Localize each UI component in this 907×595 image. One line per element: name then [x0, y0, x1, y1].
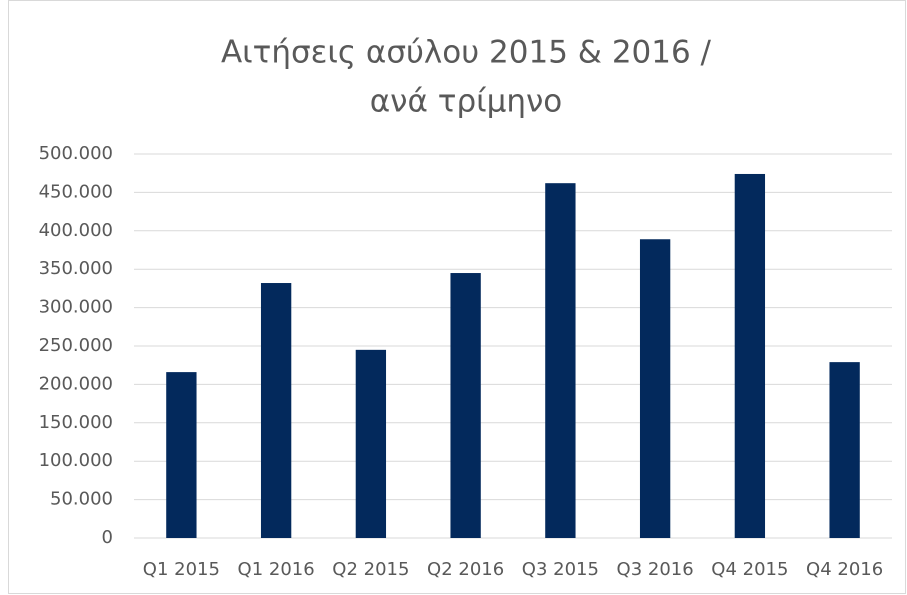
bar — [829, 362, 860, 538]
x-tick-label: Q1 2015 — [143, 559, 220, 580]
y-tick-label: 0 — [102, 527, 113, 548]
bar — [166, 372, 197, 538]
y-tick-label: 200.000 — [39, 373, 113, 394]
chart-title: Αιτήσεις ασύλου 2015 & 2016 / — [221, 35, 712, 71]
y-tick-label: 350.000 — [39, 258, 113, 279]
x-tick-label: Q4 2016 — [806, 559, 883, 580]
y-tick-label: 50.000 — [50, 489, 113, 510]
y-tick-label: 500.000 — [39, 143, 113, 164]
y-tick-label: 400.000 — [39, 220, 113, 241]
x-tick-label: Q2 2016 — [427, 559, 504, 580]
chart-border — [8, 0, 906, 594]
x-tick-label: Q4 2015 — [711, 559, 788, 580]
x-tick-label: Q3 2015 — [522, 559, 599, 580]
x-tick-label: Q2 2015 — [332, 559, 409, 580]
y-tick-label: 150.000 — [39, 412, 113, 433]
y-tick-label: 300.000 — [39, 297, 113, 318]
y-tick-label: 450.000 — [39, 181, 113, 202]
bar — [639, 239, 671, 539]
x-tick-label: Q3 2016 — [617, 559, 694, 580]
bar — [260, 283, 292, 538]
y-tick-label: 100.000 — [39, 450, 113, 471]
bar — [545, 183, 576, 538]
bar — [355, 349, 387, 538]
bar — [450, 273, 481, 538]
x-tick-label: Q1 2016 — [238, 559, 315, 580]
bar — [734, 173, 766, 538]
y-tick-label: 250.000 — [39, 335, 113, 356]
chart-title: ανά τρίμηνο — [370, 84, 563, 120]
